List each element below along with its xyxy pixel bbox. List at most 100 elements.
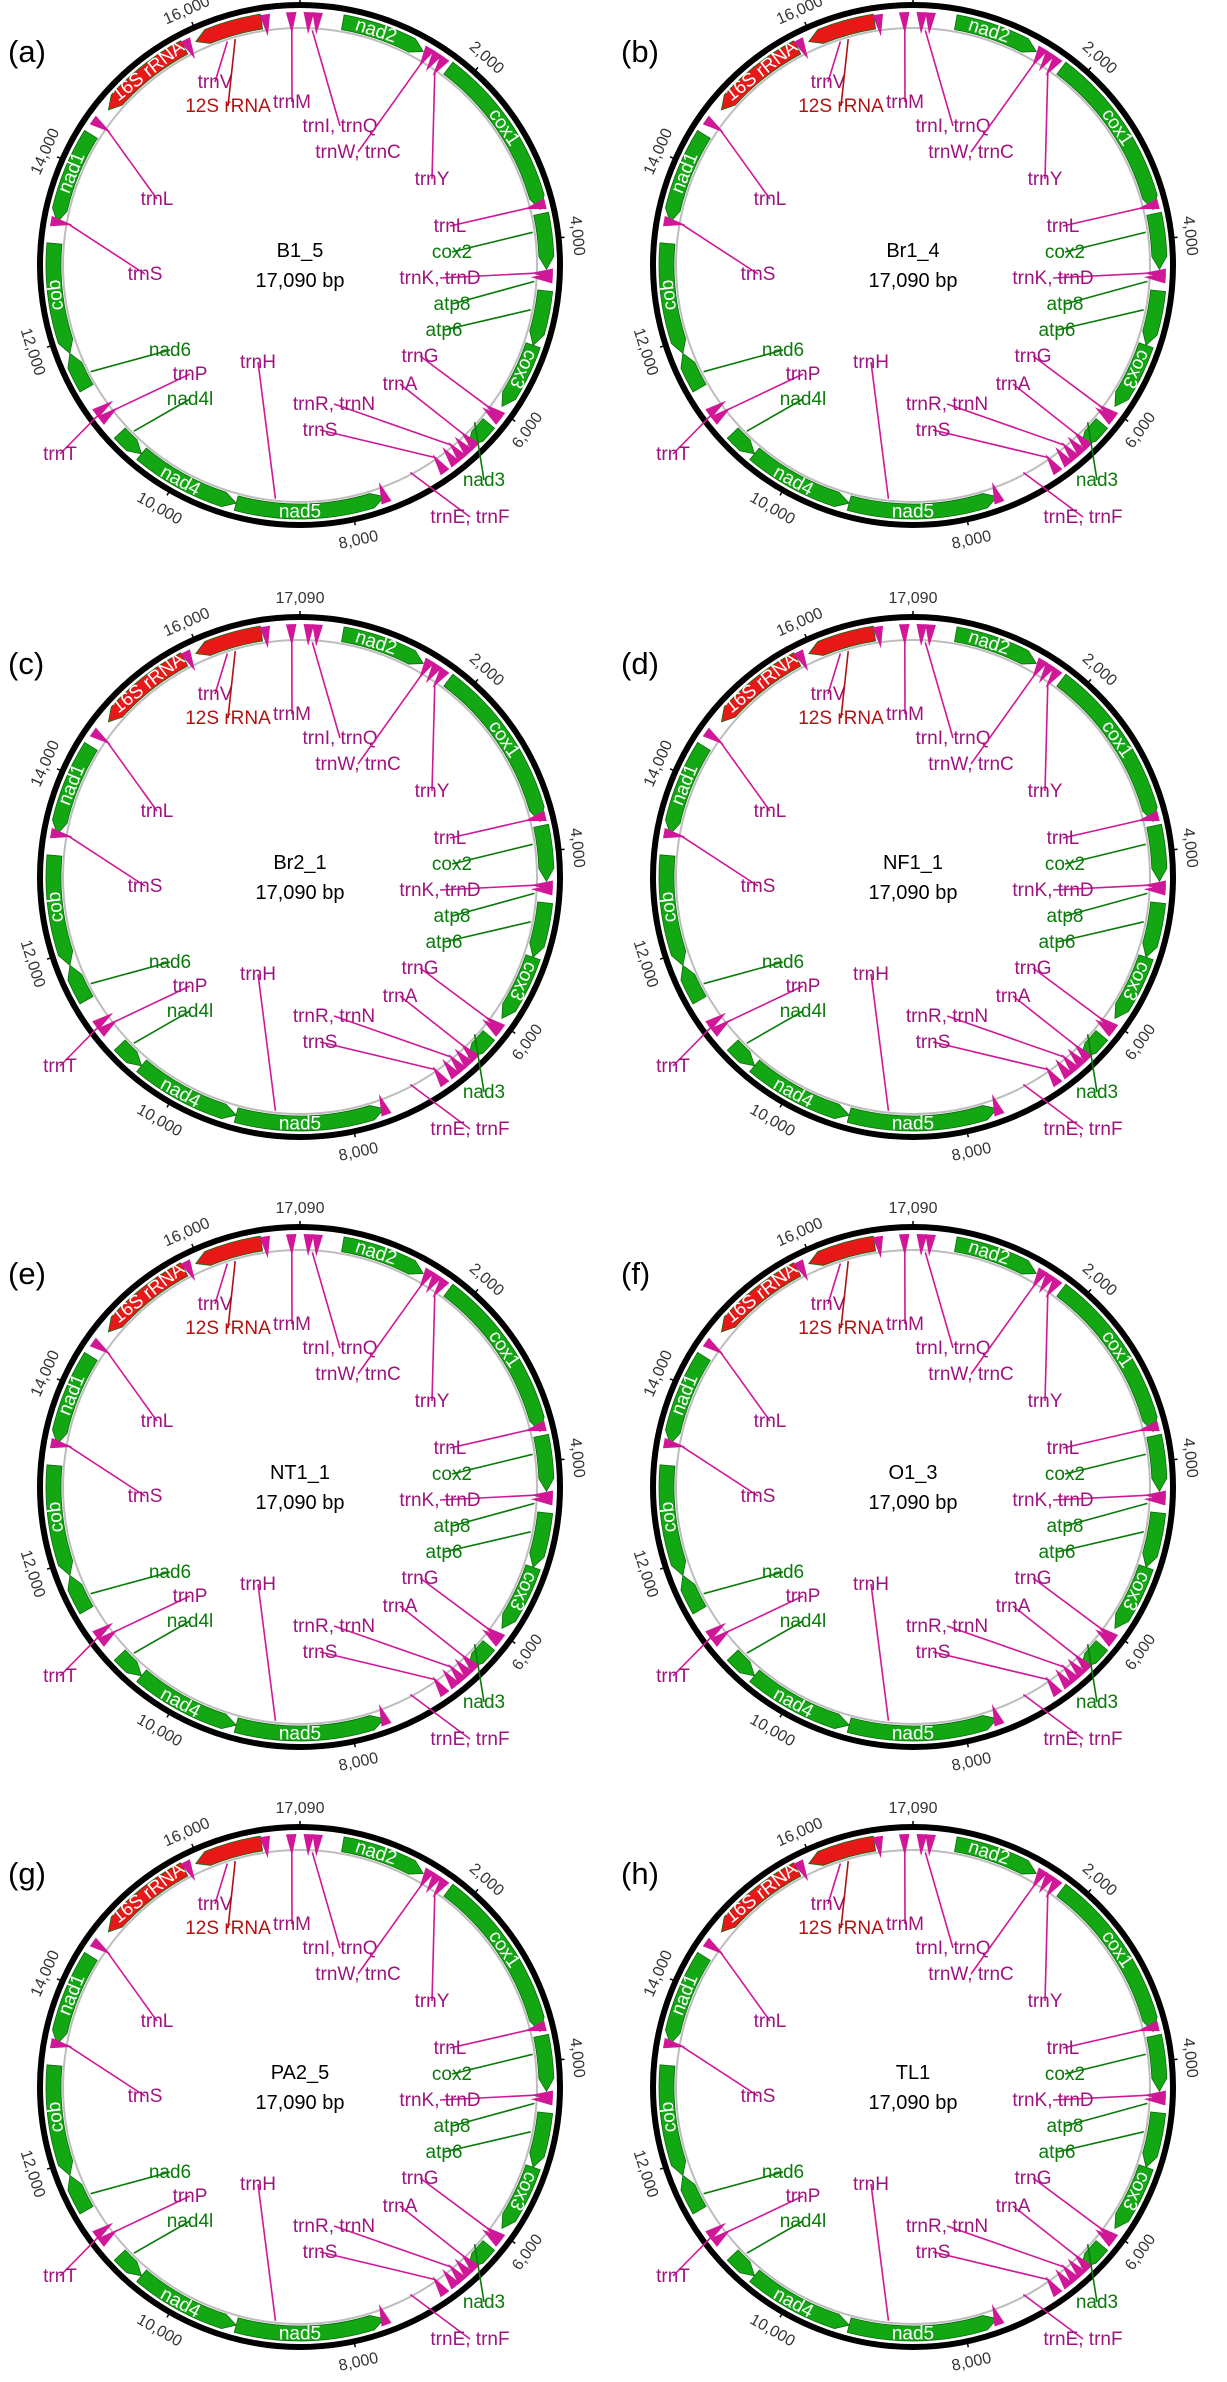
cox1-block (444, 1884, 544, 2031)
label-trnl2: trnL (434, 216, 467, 237)
label-cox2: cox2 (1045, 242, 1085, 263)
label-cox2: cox2 (432, 2064, 472, 2085)
label-trna: trnA (996, 2196, 1031, 2217)
label-trnh-leader (871, 362, 888, 499)
label-trnk-trnd: trnK, trnD (399, 268, 480, 289)
cob-label: cob (657, 1500, 682, 1533)
label-trnp: trnP (786, 976, 821, 997)
map-panel-b: (b)17,0902,0004,0006,0008,00010,00012,00… (613, 0, 1226, 560)
label-trny: trnY (415, 1391, 450, 1412)
genome-map-g: (g)17,0902,0004,0006,0008,00010,00012,00… (0, 1822, 613, 2382)
label-trnl2: trnL (434, 2038, 467, 2059)
cox3-label: cox3 (505, 958, 541, 1003)
trna-mark (1045, 2276, 1062, 2297)
label-trns1: trnS (128, 264, 163, 285)
trna-mark (432, 1676, 449, 1697)
label-trng: trnG (402, 2168, 439, 2189)
tick-label: 4,000 (1179, 827, 1200, 869)
tick-mark (559, 849, 565, 850)
trna-mark (925, 12, 936, 34)
label-trnw-trnc-leader (358, 1886, 421, 1974)
label-trng: trnG (402, 958, 439, 979)
label-trnv: trnV (198, 1294, 233, 1315)
label-nad4l: nad4l (780, 2211, 827, 2232)
sample-name: Br2_1 (273, 852, 326, 874)
label-nad3: nad3 (1076, 1082, 1118, 1103)
nad1-label: nad1 (54, 149, 89, 196)
label-12s-rrna: 12S rRNA (185, 1918, 271, 1939)
label-trnp: trnP (173, 2186, 208, 2207)
label-atp6: atp6 (1039, 1542, 1076, 1563)
label-nad6: nad6 (762, 1562, 804, 1583)
rrna16-label: 16S rRNA (108, 36, 189, 105)
label-trni-trnq-leader (925, 1852, 953, 1948)
label-atp6: atp6 (426, 2142, 463, 2163)
label-trny: trnY (1028, 1391, 1063, 1412)
label-trnk-trnd: trnK, trnD (399, 880, 480, 901)
label-trnk-trnd: trnK, trnD (1012, 880, 1093, 901)
tick-mark (1172, 237, 1178, 238)
genome-map-d: (d)17,0902,0004,0006,0008,00010,00012,00… (613, 612, 1226, 1172)
label-trni-trnq: trnI, trnQ (303, 116, 378, 137)
cob-label: cob (44, 278, 69, 311)
cox1-block (1057, 62, 1157, 209)
panel-label: (g) (8, 1856, 46, 1891)
label-trne-trnf: trnE, trnF (1043, 2329, 1122, 2350)
label-trnm: trnM (886, 1314, 924, 1335)
trna-mark (432, 2276, 449, 2297)
label-trnt: trnT (43, 1666, 77, 1687)
nad5-label: nad5 (892, 1114, 934, 1135)
tick-label: 4,000 (566, 215, 587, 257)
cob-label: cob (44, 890, 69, 923)
label-trnt: trnT (43, 2266, 77, 2287)
tick-mark (559, 237, 565, 238)
label-trnl1: trnL (141, 189, 174, 210)
trna-mark (90, 1938, 111, 1955)
cox1-block (444, 1284, 544, 1431)
tick-label: 12,000 (17, 2148, 48, 2200)
label-trnh: trnH (240, 964, 276, 985)
label-nad3: nad3 (1076, 1692, 1118, 1713)
label-trnw-trnc: trnW, trnC (315, 754, 401, 775)
rrna16-label: 16S rRNA (108, 1258, 189, 1327)
label-cox2: cox2 (432, 854, 472, 875)
nad1-label: nad1 (667, 149, 702, 196)
label-trni-trnq: trnI, trnQ (916, 1938, 991, 1959)
cox1-block (444, 62, 544, 209)
label-trni-trnq-leader (312, 1252, 340, 1348)
label-trni-trnq: trnI, trnQ (303, 1938, 378, 1959)
label-nad4l: nad4l (780, 389, 827, 410)
label-trnr-trnn: trnR, trnN (293, 1006, 375, 1027)
label-trne-trnf: trnE, trnF (430, 1119, 509, 1140)
label-trne-trnf: trnE, trnF (430, 507, 509, 528)
label-trny-leader (432, 684, 435, 791)
label-trnh-leader (258, 2184, 275, 2321)
label-trne-trnf: trnE, trnF (1043, 1729, 1122, 1750)
label-trnp: trnP (173, 976, 208, 997)
label-trnl2: trnL (434, 1438, 467, 1459)
trna-mark (703, 116, 724, 133)
label-trnt: trnT (656, 444, 690, 465)
trna-mark (90, 728, 111, 745)
label-trny: trnY (415, 169, 450, 190)
label-atp8: atp8 (1047, 1516, 1084, 1537)
cox3-label: cox3 (505, 2168, 541, 2213)
label-12s-rrna: 12S rRNA (185, 708, 271, 729)
cox3-label: cox3 (1118, 346, 1154, 391)
label-atp8: atp8 (1047, 294, 1084, 315)
label-trnv: trnV (811, 72, 846, 93)
label-12s-rrna: 12S rRNA (185, 96, 271, 117)
label-trns2: trnS (303, 2242, 338, 2263)
sample-name: O1_3 (889, 1462, 938, 1484)
label-trns1: trnS (741, 1486, 776, 1507)
label-trnr-trnn: trnR, trnN (293, 394, 375, 415)
cox3-label: cox3 (505, 346, 541, 391)
label-atp6: atp6 (426, 1542, 463, 1563)
tick-label: 4,000 (1179, 215, 1200, 257)
label-trng: trnG (1015, 1568, 1052, 1589)
label-trni-trnq: trnI, trnQ (303, 1338, 378, 1359)
label-trnl1: trnL (754, 801, 787, 822)
tick-label: 8,000 (950, 1140, 993, 1165)
label-trny: trnY (1028, 169, 1063, 190)
label-nad4l: nad4l (167, 389, 214, 410)
